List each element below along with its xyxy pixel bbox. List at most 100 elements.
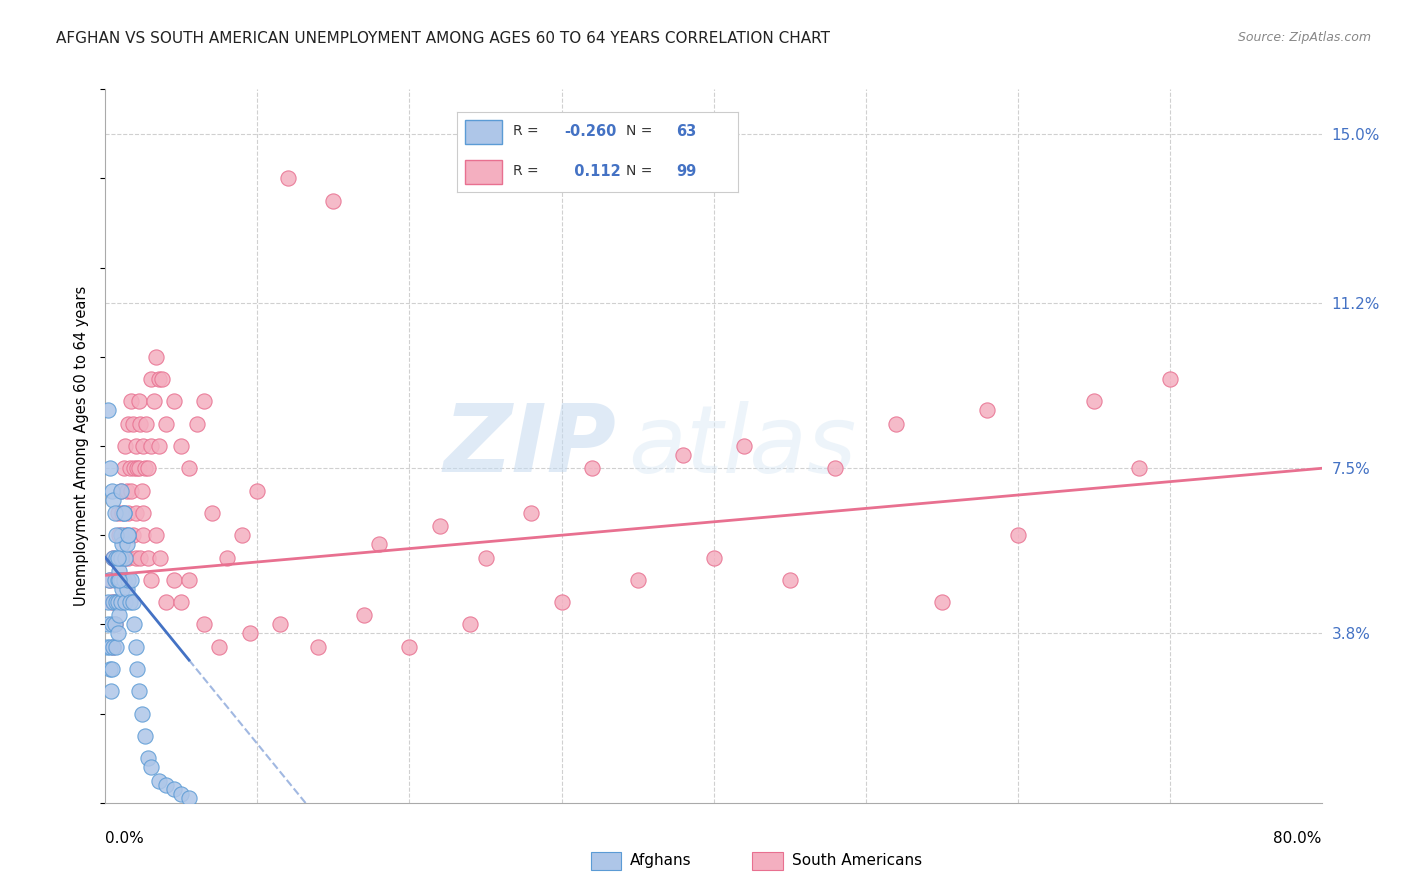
Point [100,483,122,498]
Point [108,608,131,623]
Point [368,537,391,551]
Text: N =: N = [626,124,657,138]
Point [134,461,156,475]
Point [170,787,193,801]
Point [125,506,148,520]
Point [110,595,132,609]
Point [110,550,132,565]
Point [170,439,193,453]
Point [105,550,128,565]
Point [931,595,953,609]
Point [626,573,648,587]
Point [115,537,138,551]
Point [114,550,136,565]
Point [125,550,148,565]
Point [108,528,131,542]
Point [101,640,124,654]
Point [105,595,128,609]
Text: atlas: atlas [628,401,856,491]
Point [193,394,215,409]
Bar [465,120,502,144]
Point [307,640,329,654]
Point [148,372,170,386]
Point [124,461,146,475]
Point [177,791,200,805]
Point [121,417,143,431]
Point [110,483,132,498]
Point [115,483,138,498]
Point [186,417,208,431]
Point [136,461,159,475]
Point [110,528,132,542]
Point [135,417,157,431]
Text: AFGHAN VS SOUTH AMERICAN UNEMPLOYMENT AMONG AGES 60 TO 64 YEARS CORRELATION CHAR: AFGHAN VS SOUTH AMERICAN UNEMPLOYMENT AM… [56,31,830,46]
Point [149,550,172,565]
Point [322,194,344,208]
Point [150,372,173,386]
Point [112,461,135,475]
Text: ZIP: ZIP [443,400,616,492]
Point [110,550,132,565]
Point [702,550,725,565]
Point [97,617,120,632]
Point [112,506,135,520]
Point [145,528,167,542]
Point [163,394,186,409]
Text: South Americans: South Americans [792,854,922,868]
Point [105,573,128,587]
Point [155,778,177,792]
Point [429,519,451,533]
Text: 0.0%: 0.0% [105,831,145,846]
Point [779,573,801,587]
Point [155,595,177,609]
Point [246,483,269,498]
Point [148,773,170,788]
Point [117,417,139,431]
Point [111,582,134,596]
Point [163,782,186,797]
Point [131,706,153,721]
Point [98,662,121,676]
Point [145,350,167,364]
Point [127,662,149,676]
Point [101,550,124,565]
Point [107,573,129,587]
Point [120,483,142,498]
Point [132,528,155,542]
Point [117,573,139,587]
Point [139,439,162,453]
Point [121,595,143,609]
Point [105,528,128,542]
Point [1007,528,1029,542]
Point [96,640,118,654]
Point [117,528,139,542]
Point [107,550,129,565]
Point [101,595,124,609]
Point [398,640,420,654]
Point [132,439,155,453]
Point [672,448,695,462]
Point [97,403,120,417]
Point [134,729,156,743]
Point [163,573,186,587]
Point [1128,461,1150,475]
Point [111,506,134,520]
Point [112,550,135,565]
Point [110,483,132,498]
Y-axis label: Unemployment Among Ages 60 to 64 years: Unemployment Among Ages 60 to 64 years [75,285,90,607]
Point [129,550,152,565]
Point [277,171,299,186]
Point [100,662,122,676]
Text: N =: N = [626,164,657,178]
Point [120,573,142,587]
Point [139,760,162,774]
Point [107,573,129,587]
Text: 63: 63 [676,124,696,138]
Point [98,573,121,587]
Point [111,573,134,587]
Point [1159,372,1181,386]
Point [112,573,135,587]
Point [136,751,159,765]
Point [107,506,129,520]
Point [98,640,121,654]
